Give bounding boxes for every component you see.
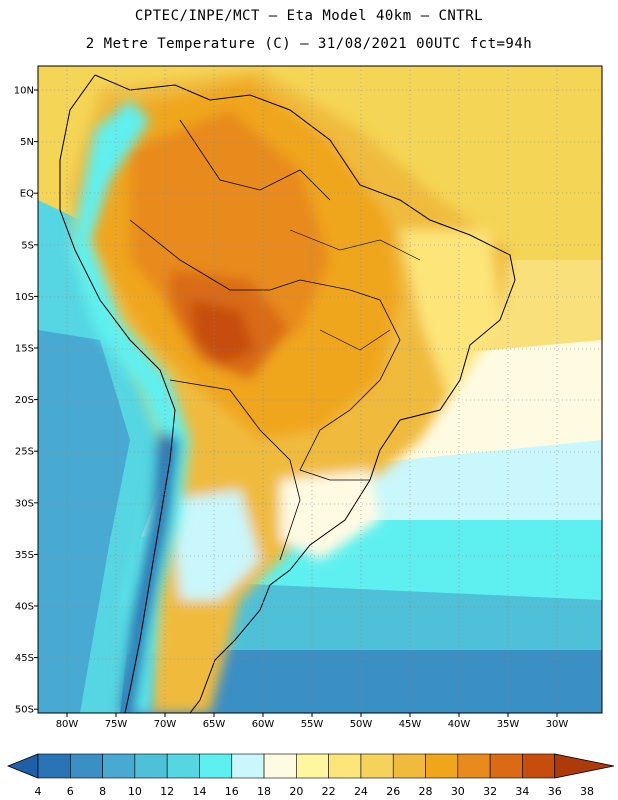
lat-label-10n: 10N [14, 86, 34, 97]
lon-label-45w: 45W [399, 719, 422, 730]
colorbar-label: 36 [548, 785, 562, 798]
colorbar-swatch [457, 753, 491, 779]
colorbar-swatch [199, 753, 233, 779]
lon-label-75w: 75W [105, 719, 128, 730]
lon-label-50w: 50W [350, 719, 373, 730]
lon-label-80w: 80W [56, 719, 79, 730]
northern-border [179, 119, 331, 201]
colorbar-left-arrow [6, 753, 39, 779]
latitude-labels: 10N 5N EQ 5S 10S 15S 20S 25S 30S 35S 40S 45S 50S [14, 86, 38, 716]
colorbar-label: 14 [192, 785, 206, 798]
colorbar-label: 18 [257, 785, 271, 798]
colorbar-swatch [37, 753, 71, 779]
andes-cold-strip [120, 430, 180, 713]
colorbar-label: 30 [451, 785, 465, 798]
lat-label-40s: 40S [15, 602, 34, 613]
south-mild-field [280, 470, 380, 560]
lat-label-45s: 45S [15, 653, 34, 664]
colorbar-label: 26 [386, 785, 400, 798]
pacific-coastline [59, 74, 176, 713]
colorbar-label: 16 [225, 785, 239, 798]
colorbar-label: 38 [580, 785, 594, 798]
colorbar-swatch [328, 753, 362, 779]
longitude-labels: 80W 75W 70W 65W 60W 55W 50W 45W 40W 35W 30W [56, 713, 569, 730]
state-border [289, 229, 421, 261]
lat-label-10s: 10S [15, 292, 34, 303]
colorbar-label: 10 [128, 785, 142, 798]
patagonia-cool-field [170, 490, 260, 600]
lat-label-35s: 35S [15, 550, 34, 561]
colorbar-right-arrow [554, 753, 615, 779]
lon-label-40w: 40W [448, 719, 471, 730]
lon-label-70w: 70W [154, 719, 177, 730]
argentina-border [169, 379, 301, 561]
lon-label-55w: 55W [301, 719, 324, 730]
lat-label-5n: 5N [20, 137, 34, 148]
lat-label-25s: 25S [15, 447, 34, 458]
colorbar-swatch [392, 753, 426, 779]
map-field [38, 66, 602, 713]
lon-label-30w: 30W [546, 719, 569, 730]
colorbar-label: 28 [419, 785, 433, 798]
colorbar-swatch [296, 753, 329, 779]
title-line-2: 2 Metre Temperature (C) – 31/08/2021 00U… [85, 36, 533, 52]
lon-label-35w: 35W [497, 719, 520, 730]
colorbar-swatch [425, 753, 459, 779]
title-line-1: CPTEC/INPE/MCT – Eta Model 40km – CNTRL [134, 8, 484, 24]
colorbar-label: 22 [322, 785, 336, 798]
colorbar-swatch [522, 753, 556, 779]
brazil-border [129, 219, 401, 481]
lat-label-20s: 20S [15, 395, 34, 406]
colorbar-label: 6 [67, 785, 74, 798]
colorbar-swatch [263, 753, 297, 779]
lat-label-50s: 50S [15, 705, 34, 716]
colorbar-label: 20 [289, 785, 303, 798]
northeast-mild-field [400, 230, 500, 400]
lon-label-60w: 60W [252, 719, 275, 730]
lat-label-30s: 30S [15, 498, 34, 509]
colorbar-swatch [166, 753, 200, 779]
state-border-2 [319, 329, 391, 351]
colorbar-swatch [69, 753, 103, 779]
colorbar-swatch [360, 753, 394, 779]
lat-label-5s: 5S [21, 240, 34, 251]
colorbar-swatch [231, 753, 265, 779]
lat-label-15s: 15S [15, 344, 34, 355]
colorbar-swatch [102, 753, 136, 779]
colorbar-label: 8 [99, 785, 106, 798]
pacific-colder-area [38, 330, 130, 713]
lon-label-65w: 65W [203, 719, 226, 730]
map-frame [37, 65, 603, 714]
colorbar-label: 24 [354, 785, 368, 798]
lat-label-eq: EQ [20, 189, 34, 200]
atlantic-coastline [94, 74, 516, 713]
colorbar-label: 4 [35, 785, 42, 798]
colorbar-label: 34 [515, 785, 529, 798]
colorbar-swatch [134, 753, 168, 779]
colorbar: 4 6 8 10 12 14 16 18 20 22 24 26 28 30 32 34 36 38 [6, 753, 615, 798]
colorbar-swatch [489, 753, 523, 779]
colorbar-label: 12 [160, 785, 174, 798]
colorbar-label: 32 [483, 785, 497, 798]
